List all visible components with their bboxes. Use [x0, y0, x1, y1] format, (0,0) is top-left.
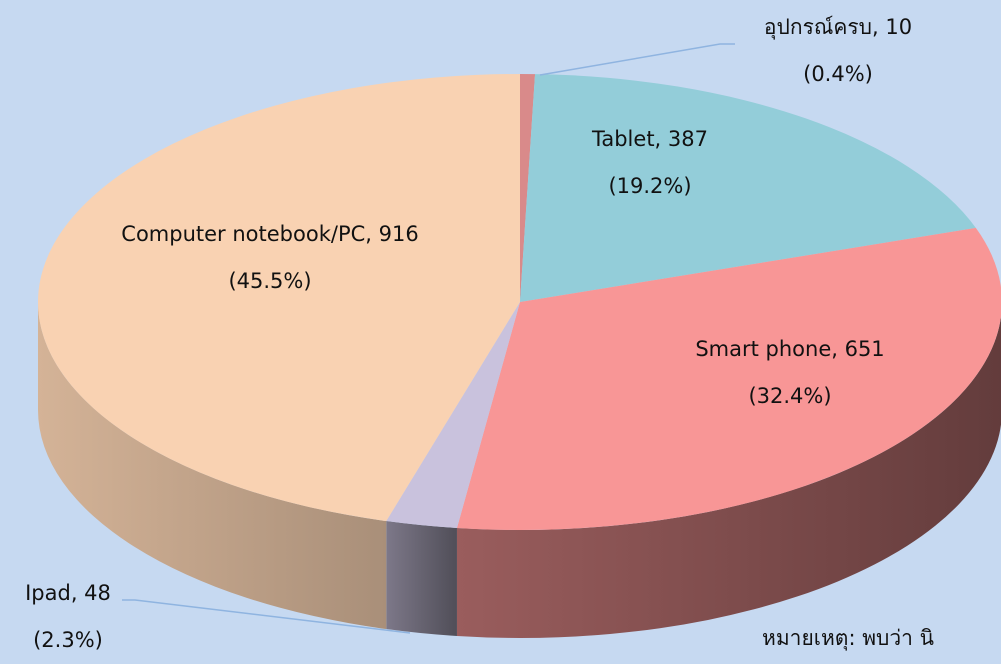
value-label: Ipad, 48: [25, 581, 111, 605]
value-label: Computer notebook/PC, 916: [121, 222, 419, 246]
pie-slice: [520, 74, 976, 302]
pie-slice: [38, 74, 520, 522]
data-label: Computer notebook/PC, 916 (45.5%): [120, 211, 420, 305]
percent-label: (19.2%): [608, 174, 692, 198]
percent-label: (32.4%): [748, 384, 832, 408]
pie-side: [386, 521, 457, 637]
pie-slice: [386, 302, 520, 529]
leader-line: [122, 599, 411, 634]
data-label: Ipad, 48 (2.3%): [25, 570, 111, 664]
value-label: อุปกรณ์ครบ, 10: [763, 15, 913, 39]
value-label: Tablet, 387: [592, 127, 708, 151]
percent-label: (45.5%): [228, 269, 312, 293]
pie-side: [456, 316, 1001, 638]
value-label: Smart phone, 651: [695, 337, 885, 361]
pie-slice: [520, 74, 536, 302]
annotation: หมายเหตุ: พบว่า นิ: [762, 626, 934, 650]
data-label: Tablet, 387 (19.2%): [592, 116, 708, 210]
pie-side: [38, 302, 387, 630]
data-label: Smart phone, 651 (32.4%): [695, 326, 884, 420]
pie-slice: [456, 227, 1001, 530]
percent-label: (2.3%): [33, 628, 103, 652]
data-label: อุปกรณ์ครบ, 10 (0.4%): [764, 4, 912, 98]
leader-line: [539, 43, 735, 76]
percent-label: (0.4%): [803, 62, 873, 86]
